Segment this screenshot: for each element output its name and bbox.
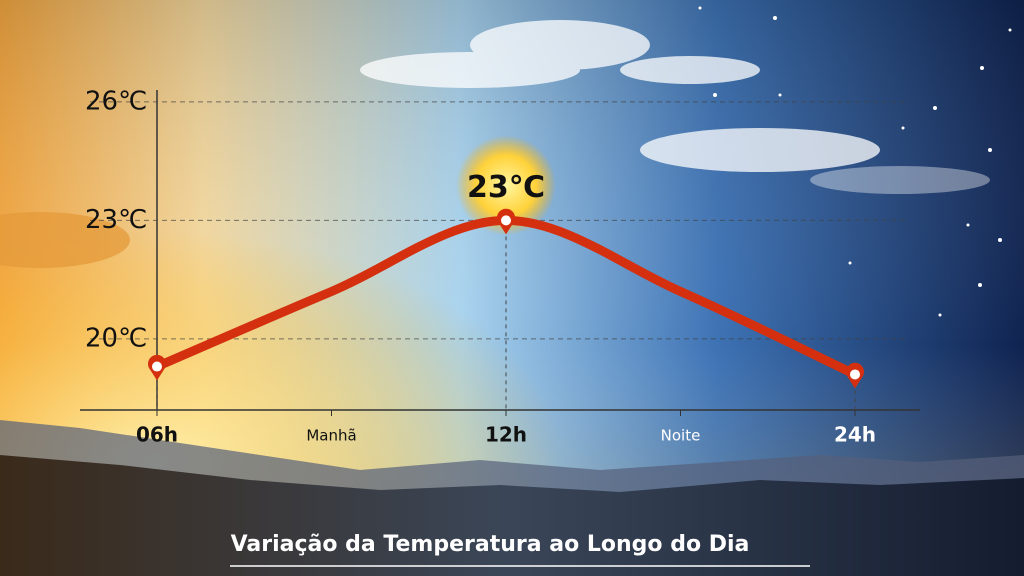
marker-dot <box>501 215 511 226</box>
x-tick-label: 24h <box>834 423 876 447</box>
plot: 20℃ 23℃ 26℃ 06h Manhã 12h Noite 24h 23℃ <box>80 86 920 447</box>
clouds <box>0 20 990 268</box>
y-tick-label: 26℃ <box>85 86 147 116</box>
y-tick-label: 23℃ <box>85 205 147 235</box>
marker-dot <box>850 369 860 380</box>
chart-title: Variação da Temperatura ao Longo do Dia <box>231 532 750 557</box>
x-tick-label: Noite <box>661 427 701 445</box>
x-tick-label: 12h <box>485 423 527 447</box>
x-tick-label: 06h <box>136 423 178 447</box>
value-label: 23℃ <box>467 170 545 205</box>
y-tick-label: 20℃ <box>85 323 147 353</box>
marker-dot <box>152 361 162 372</box>
x-tick-label: Manhã <box>306 427 356 445</box>
sun <box>456 135 556 236</box>
near-hills <box>0 455 1024 576</box>
stars <box>698 6 1012 317</box>
